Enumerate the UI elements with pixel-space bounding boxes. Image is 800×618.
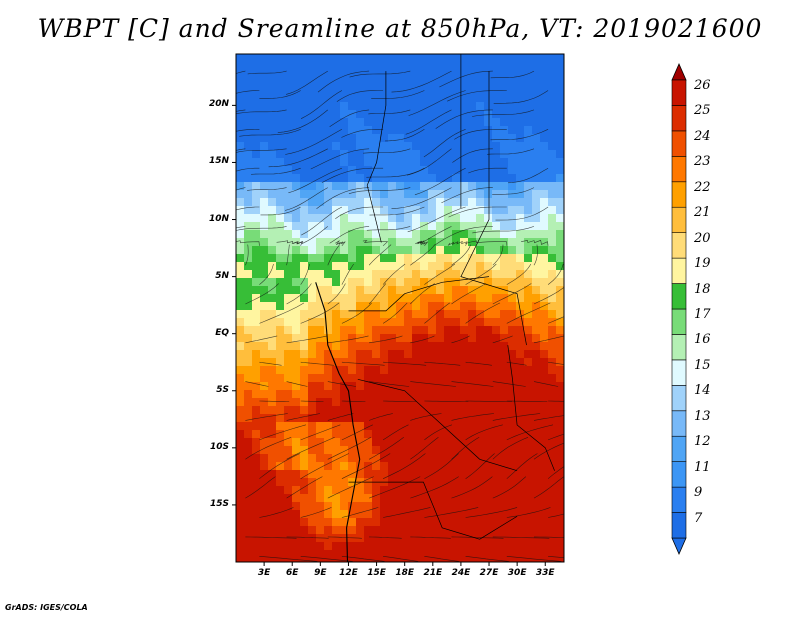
- colorbar-segment: [671, 461, 687, 488]
- colorbar-level-label: 22: [694, 179, 711, 195]
- colorbar-level-label: 26: [694, 78, 711, 93]
- colorbar-segment: [671, 385, 687, 412]
- colorbar-level-label: 13: [694, 408, 711, 424]
- colorbar-segment: [671, 283, 687, 310]
- grads-credit: GrADS: IGES/COLA: [5, 603, 88, 612]
- colorbar-level-label: 9: [694, 485, 703, 501]
- colorbar-segment: [671, 181, 687, 208]
- lon-tick-label: 33E: [535, 568, 555, 578]
- colorbar-level-label: 7: [694, 510, 703, 526]
- lon-tick-label: 18E: [395, 568, 415, 578]
- lat-tick-label: 10N: [208, 213, 229, 224]
- colorbar-segment: [671, 486, 687, 513]
- colorbar-level-label: 16: [694, 332, 711, 348]
- colorbar-segment: [671, 156, 687, 183]
- lon-tick-label: 6E: [286, 568, 299, 578]
- colorbar-level-label: 17: [694, 307, 711, 322]
- colorbar-level-label: 23: [694, 154, 711, 170]
- colorbar-segment: [671, 308, 687, 335]
- map-title: WBPT [C] and Sreamline at 850hPa, VT: 20…: [37, 14, 763, 43]
- lat-tick-label: EQ: [215, 327, 229, 338]
- colorbar-segment: [671, 512, 687, 539]
- lon-tick-label: 24E: [451, 568, 471, 578]
- colorbar-level-label: 19: [694, 256, 711, 272]
- lon-tick-label: 9E: [314, 568, 327, 578]
- colorbar-level-label: 20: [694, 230, 711, 246]
- colorbar-level-label: 12: [694, 434, 711, 450]
- colorbar-segment: [671, 359, 687, 386]
- country-borders: [315, 54, 555, 562]
- colorbar-segment: [671, 105, 687, 132]
- colorbar-level-label: 24: [694, 128, 711, 144]
- lat-tick-label: 15S: [209, 498, 229, 509]
- lon-tick-label: 27E: [479, 568, 499, 578]
- map-frame: [235, 53, 565, 563]
- lat-tick-label: 5N: [215, 270, 229, 281]
- lon-tick-label: 12E: [339, 568, 358, 578]
- lon-tick-label: 15E: [367, 568, 386, 578]
- lat-tick-label: 5S: [216, 384, 229, 395]
- colorbar-level-label: 25: [694, 103, 711, 119]
- lat-tick-label: 15N: [208, 156, 229, 167]
- colorbar-level-label: 18: [694, 281, 711, 297]
- colorbar-level-label: 11: [694, 459, 711, 475]
- lon-tick-label: 21E: [423, 568, 443, 578]
- colorbar-under-arrow: [671, 537, 687, 555]
- colorbar-segment: [671, 79, 687, 106]
- colorbar-segment: [671, 232, 687, 259]
- colorbar-segment: [671, 257, 687, 284]
- colorbar-segment: [671, 334, 687, 361]
- lon-tick-label: 3E: [257, 568, 271, 578]
- colorbar-over-arrow: [671, 63, 687, 81]
- lon-tick-label: 30E: [507, 568, 527, 578]
- lat-tick-label: 20N: [208, 99, 229, 110]
- colorbar-segment: [671, 130, 687, 157]
- axis-ticks: [232, 104, 546, 566]
- colorbar-segment: [671, 410, 687, 437]
- lat-tick-label: 10S: [209, 441, 229, 452]
- colorbar-segment: [671, 206, 687, 233]
- colorbar-level-label: 14: [694, 383, 711, 399]
- colorbar-level-label: 21: [694, 205, 711, 221]
- colorbar-segment: [671, 435, 687, 462]
- colorbar-level-label: 15: [694, 357, 711, 373]
